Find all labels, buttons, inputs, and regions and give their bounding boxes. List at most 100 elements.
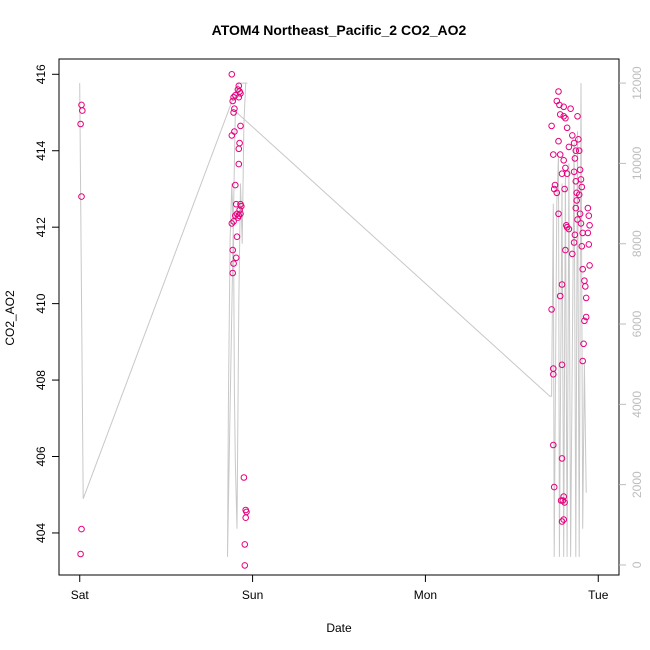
line-series-path — [79, 82, 587, 557]
x-axis-label: Date — [326, 621, 352, 635]
data-point — [79, 107, 86, 114]
data-point — [580, 340, 587, 348]
y-tick-label: 414 — [34, 140, 48, 160]
y-tick-label: 412 — [34, 217, 48, 237]
data-point — [240, 474, 248, 481]
data-point — [558, 455, 566, 462]
data-point — [572, 204, 580, 212]
data-point — [562, 164, 569, 172]
data-point — [550, 441, 557, 449]
data-point — [562, 246, 569, 254]
data-point — [576, 210, 584, 218]
data-point — [78, 525, 85, 533]
data-point — [556, 111, 564, 118]
plot-frame — [58, 58, 620, 576]
data-point — [241, 541, 249, 548]
x-tick-label: Sun — [242, 588, 263, 602]
data-point — [563, 170, 571, 177]
y-tick-label: 404 — [34, 523, 48, 543]
data-point — [582, 283, 589, 290]
data-point — [572, 147, 580, 154]
data-point — [235, 93, 243, 101]
data-point — [548, 306, 555, 313]
data-point — [557, 497, 565, 504]
data-point — [551, 181, 559, 189]
data-point — [229, 97, 236, 105]
data-point — [235, 160, 243, 168]
data-point — [553, 189, 561, 197]
data-point — [242, 514, 249, 522]
data-point — [575, 191, 583, 198]
y2-tick-label: 0 — [630, 561, 644, 568]
data-point — [567, 105, 574, 112]
data-point — [236, 139, 243, 147]
data-point — [585, 212, 593, 219]
axes: Sat Sun Mon Tue 404 406 408 410 412 414 416 0 2000 40… — [34, 64, 644, 602]
x-tick-label: Tue — [588, 588, 609, 602]
data-point — [230, 260, 237, 267]
x-tick-label: Sat — [71, 588, 90, 602]
data-point — [563, 223, 571, 231]
data-point — [581, 317, 588, 325]
y2-tick-label: 12000 — [630, 66, 644, 100]
data-point — [548, 122, 555, 130]
data-point — [229, 269, 236, 277]
data-point — [576, 166, 584, 174]
data-point — [582, 313, 590, 321]
data-point — [586, 222, 593, 229]
data-point — [550, 371, 557, 378]
y-tick-label: 416 — [34, 64, 48, 84]
chart-title: ATOM4 Northeast_Pacific_2 CO2_AO2 — [212, 22, 467, 38]
data-point — [232, 254, 240, 262]
data-point — [234, 86, 242, 93]
data-point — [563, 124, 571, 132]
data-point — [558, 170, 566, 177]
data-point — [243, 508, 250, 516]
data-point — [237, 122, 244, 130]
y-axis-label: CO2_AO2 — [3, 290, 17, 346]
data-point — [555, 137, 562, 145]
data-point — [578, 243, 586, 250]
data-point — [228, 220, 236, 227]
data-point — [569, 132, 576, 139]
y-tick-label: 410 — [34, 293, 48, 313]
data-point — [237, 210, 244, 218]
data-point — [582, 294, 590, 302]
data-point — [579, 265, 587, 273]
data-point — [238, 202, 245, 210]
data-point — [584, 229, 592, 237]
data-point — [558, 361, 566, 369]
data-point — [78, 193, 85, 200]
data-point — [571, 155, 579, 162]
data-point — [577, 176, 585, 183]
data-point — [560, 103, 568, 111]
data-point — [558, 281, 566, 288]
data-point — [241, 562, 249, 569]
data-point — [561, 185, 568, 193]
data-point — [574, 113, 581, 120]
data-point — [556, 292, 564, 300]
data-point — [231, 128, 238, 135]
data-point — [578, 183, 586, 191]
scatter-series — [77, 71, 593, 569]
data-point — [565, 225, 573, 233]
data-point — [228, 71, 236, 78]
data-point — [550, 151, 557, 158]
data-point — [556, 151, 564, 158]
y-tick-label: 406 — [34, 446, 48, 466]
data-point — [555, 210, 562, 218]
data-point — [585, 241, 593, 248]
data-point — [233, 233, 241, 240]
data-point — [556, 101, 563, 109]
y2-tick-label: 8000 — [630, 230, 644, 257]
data-point — [77, 550, 84, 558]
data-point — [570, 139, 578, 147]
data-point — [573, 197, 581, 204]
y2-tick-label: 2000 — [630, 471, 644, 498]
data-point — [77, 120, 84, 128]
data-point — [586, 262, 593, 269]
data-point — [577, 220, 585, 227]
y2-tick-label: 6000 — [630, 310, 644, 337]
data-point — [560, 113, 568, 120]
